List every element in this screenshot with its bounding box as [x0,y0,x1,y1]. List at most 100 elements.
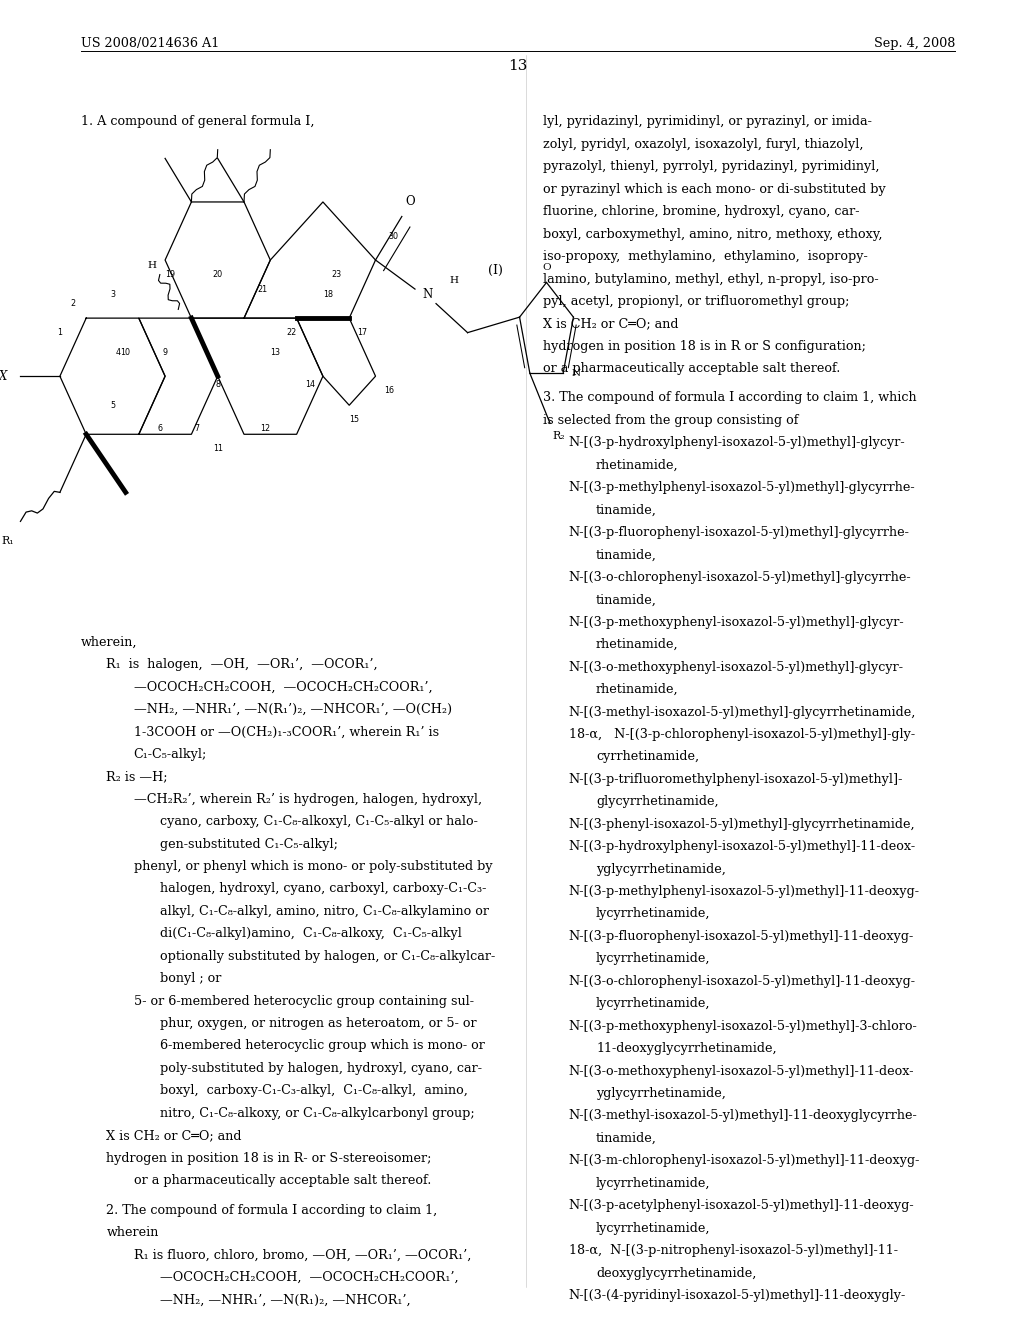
Text: phenyl, or phenyl which is mono- or poly-substituted by: phenyl, or phenyl which is mono- or poly… [134,861,493,873]
Text: 18: 18 [324,290,333,300]
Text: —CH₂R₂’, wherein R₂’ is hydrogen, halogen, hydroxyl,: —CH₂R₂’, wherein R₂’ is hydrogen, haloge… [134,792,482,805]
Text: or pyrazinyl which is each mono- or di-substituted by: or pyrazinyl which is each mono- or di-s… [544,182,886,195]
Text: 12: 12 [260,424,270,433]
Text: 13: 13 [509,59,527,74]
Text: R₁  is  halogen,  —OH,  —OR₁’,  —OCOR₁’,: R₁ is halogen, —OH, —OR₁’, —OCOR₁’, [106,659,378,671]
Text: fluorine, chlorine, bromine, hydroxyl, cyano, car-: fluorine, chlorine, bromine, hydroxyl, c… [544,205,860,218]
Text: N-[(3-methyl-isoxazol-5-yl)methyl]-glycyrrhetinamide,: N-[(3-methyl-isoxazol-5-yl)methyl]-glycy… [568,705,916,718]
Text: wherein,: wherein, [81,636,137,648]
Text: iso-propoxy,  methylamino,  ethylamino,  isopropy-: iso-propoxy, methylamino, ethylamino, is… [544,251,868,263]
Text: 6-membered heterocyclic group which is mono- or: 6-membered heterocyclic group which is m… [160,1040,485,1052]
Text: rhetinamide,: rhetinamide, [596,639,679,651]
Text: 5- or 6-membered heterocyclic group containing sul-: 5- or 6-membered heterocyclic group cont… [134,995,474,1007]
Text: 2. The compound of formula I according to claim 1,: 2. The compound of formula I according t… [106,1204,437,1217]
Text: 23: 23 [331,271,341,279]
Text: di(C₁-C₈-alkyl)amino,  C₁-C₈-alkoxy,  C₁-C₅-alkyl: di(C₁-C₈-alkyl)amino, C₁-C₈-alkoxy, C₁-C… [160,927,462,940]
Text: 2: 2 [71,300,76,308]
Text: N-[(3-p-methylphenyl-isoxazol-5-yl)methyl]-11-deoxyg-: N-[(3-p-methylphenyl-isoxazol-5-yl)methy… [568,884,920,898]
Text: 17: 17 [357,329,368,337]
Text: X is CH₂ or C═O; and: X is CH₂ or C═O; and [106,1130,242,1142]
Text: tinamide,: tinamide, [596,503,657,516]
Text: 18-α,   N-[(3-p-chlorophenyl-isoxazol-5-yl)methyl]-gly-: 18-α, N-[(3-p-chlorophenyl-isoxazol-5-yl… [568,729,914,741]
Text: glycyrrhetinamide,: glycyrrhetinamide, [596,795,719,808]
Text: lamino, butylamino, methyl, ethyl, n-propyl, iso-pro-: lamino, butylamino, methyl, ethyl, n-pro… [544,272,879,285]
Text: lyl, pyridazinyl, pyrimidinyl, or pyrazinyl, or imida-: lyl, pyridazinyl, pyrimidinyl, or pyrazi… [544,116,872,128]
Text: lycyrrhetinamide,: lycyrrhetinamide, [596,1222,711,1234]
Text: zolyl, pyridyl, oxazolyl, isoxazolyl, furyl, thiazolyl,: zolyl, pyridyl, oxazolyl, isoxazolyl, fu… [544,139,864,150]
Text: optionally substituted by halogen, or C₁-C₈-alkylcar-: optionally substituted by halogen, or C₁… [160,950,496,962]
Text: US 2008/0214636 A1: US 2008/0214636 A1 [81,37,219,49]
Text: R₂ is —H;: R₂ is —H; [106,771,168,783]
Text: N-[(3-methyl-isoxazol-5-yl)methyl]-11-deoxyglycyrrhe-: N-[(3-methyl-isoxazol-5-yl)methyl]-11-de… [568,1109,918,1122]
Text: 14: 14 [305,380,314,389]
Text: Sep. 4, 2008: Sep. 4, 2008 [873,37,955,49]
Text: —OCOCH₂CH₂COOH,  —OCOCH₂CH₂COOR₁’,: —OCOCH₂CH₂COOH, —OCOCH₂CH₂COOR₁’, [134,681,432,693]
Text: N-[(3-o-methoxyphenyl-isoxazol-5-yl)methyl]-11-deox-: N-[(3-o-methoxyphenyl-isoxazol-5-yl)meth… [568,1064,914,1077]
Text: is selected from the group consisting of: is selected from the group consisting of [544,414,799,426]
Text: 11-deoxyglycyrrhetinamide,: 11-deoxyglycyrrhetinamide, [596,1043,776,1055]
Text: R₁: R₁ [1,536,13,546]
Text: 5: 5 [110,401,115,409]
Text: N-[(3-p-hydroxylphenyl-isoxazol-5-yl)methyl]-glycyr-: N-[(3-p-hydroxylphenyl-isoxazol-5-yl)met… [568,436,905,449]
Text: O: O [542,263,551,272]
Text: 1. A compound of general formula I,: 1. A compound of general formula I, [81,116,314,128]
Text: R₂: R₂ [552,432,564,441]
Text: lycyrrhetinamide,: lycyrrhetinamide, [596,1177,711,1189]
Text: bonyl ; or: bonyl ; or [160,972,221,985]
Text: alkyl, C₁-C₈-alkyl, amino, nitro, C₁-C₈-alkylamino or: alkyl, C₁-C₈-alkyl, amino, nitro, C₁-C₈-… [160,906,489,917]
Text: 15: 15 [349,416,359,424]
Text: cyano, carboxy, C₁-C₈-alkoxyl, C₁-C₅-alkyl or halo-: cyano, carboxy, C₁-C₈-alkoxyl, C₁-C₅-alk… [160,814,478,828]
Text: H: H [450,276,458,285]
Text: 21: 21 [257,285,267,293]
Text: 1-3COOH or —O(CH₂)₁-₃COOR₁’, wherein R₁’ is: 1-3COOH or —O(CH₂)₁-₃COOR₁’, wherein R₁’… [134,726,439,738]
Text: yglycyrrhetinamide,: yglycyrrhetinamide, [596,1088,726,1100]
Text: tinamide,: tinamide, [596,1133,657,1144]
Text: N-[(3-o-methoxyphenyl-isoxazol-5-yl)methyl]-glycyr-: N-[(3-o-methoxyphenyl-isoxazol-5-yl)meth… [568,660,904,673]
Text: N-[(3-o-chlorophenyl-isoxazol-5-yl)methyl]-glycyrrhe-: N-[(3-o-chlorophenyl-isoxazol-5-yl)methy… [568,570,911,583]
Text: —OCOCH₂CH₂COOH,  —OCOCH₂CH₂COOR₁’,: —OCOCH₂CH₂COOH, —OCOCH₂CH₂COOR₁’, [160,1271,459,1284]
Text: X: X [0,370,7,383]
Text: pyrazolyl, thienyl, pyrrolyl, pyridazinyl, pyrimidinyl,: pyrazolyl, thienyl, pyrrolyl, pyridaziny… [544,161,880,173]
Text: O: O [404,195,415,209]
Text: pyl, acetyl, propionyl, or trifluoromethyl group;: pyl, acetyl, propionyl, or trifluorometh… [544,296,850,308]
Text: 19: 19 [165,271,175,279]
Text: 3: 3 [110,290,115,300]
Text: phur, oxygen, or nitrogen as heteroatom, or 5- or: phur, oxygen, or nitrogen as heteroatom,… [160,1016,476,1030]
Text: N: N [423,288,433,301]
Text: C₁-C₅-alkyl;: C₁-C₅-alkyl; [134,747,207,760]
Text: 1: 1 [57,329,62,337]
Text: cyrrhetinamide,: cyrrhetinamide, [596,750,699,763]
Text: wherein: wherein [106,1226,159,1239]
Text: 16: 16 [384,387,393,395]
Text: N-[(3-(4-pyridinyl-isoxazol-5-yl)methyl]-11-deoxygly-: N-[(3-(4-pyridinyl-isoxazol-5-yl)methyl]… [568,1288,906,1302]
Text: N-[(3-o-chlorophenyl-isoxazol-5-yl)methyl]-11-deoxyg-: N-[(3-o-chlorophenyl-isoxazol-5-yl)methy… [568,974,915,987]
Text: rhetinamide,: rhetinamide, [596,684,679,696]
Text: 9: 9 [163,348,168,358]
Text: 22: 22 [287,329,297,337]
Text: 20: 20 [213,271,223,279]
Text: hydrogen in position 18 is in R- or S-stereoisomer;: hydrogen in position 18 is in R- or S-st… [106,1151,432,1164]
Text: H: H [147,261,157,271]
Text: lycyrrhetinamide,: lycyrrhetinamide, [596,908,711,920]
Text: yglycyrrhetinamide,: yglycyrrhetinamide, [596,863,726,875]
Text: gen-substituted C₁-C₅-alkyl;: gen-substituted C₁-C₅-alkyl; [160,838,338,850]
Text: nitro, C₁-C₈-alkoxy, or C₁-C₈-alkylcarbonyl group;: nitro, C₁-C₈-alkoxy, or C₁-C₈-alkylcarbo… [160,1106,475,1119]
Text: poly-substituted by halogen, hydroxyl, cyano, car-: poly-substituted by halogen, hydroxyl, c… [160,1061,482,1074]
Text: lycyrrhetinamide,: lycyrrhetinamide, [596,953,711,965]
Text: N-[(3-p-acetylphenyl-isoxazol-5-yl)methyl]-11-deoxyg-: N-[(3-p-acetylphenyl-isoxazol-5-yl)methy… [568,1199,914,1212]
Text: N-[(3-phenyl-isoxazol-5-yl)methyl]-glycyrrhetinamide,: N-[(3-phenyl-isoxazol-5-yl)methyl]-glycy… [568,817,915,830]
Text: 13: 13 [270,348,281,358]
Text: tinamide,: tinamide, [596,594,657,606]
Text: N-[(3-p-methoxyphenyl-isoxazol-5-yl)methyl]-3-chloro-: N-[(3-p-methoxyphenyl-isoxazol-5-yl)meth… [568,1019,918,1032]
Text: 3. The compound of formula I according to claim 1, which: 3. The compound of formula I according t… [544,391,918,404]
Text: or a pharmaceutically acceptable salt thereof.: or a pharmaceutically acceptable salt th… [134,1175,431,1187]
Text: —NH₂, —NHR₁’, —N(R₁’)₂, —NHCOR₁’, —O(CH₂): —NH₂, —NHR₁’, —N(R₁’)₂, —NHCOR₁’, —O(CH₂… [134,702,452,715]
Text: deoxyglycyrrhetinamide,: deoxyglycyrrhetinamide, [596,1267,757,1279]
Text: rhetinamide,: rhetinamide, [596,459,679,471]
Text: 7: 7 [195,424,200,433]
Text: N-[(3-p-trifluoromethylphenyl-isoxazol-5-yl)methyl]-: N-[(3-p-trifluoromethylphenyl-isoxazol-5… [568,774,903,785]
Text: or a pharmaceutically acceptable salt thereof.: or a pharmaceutically acceptable salt th… [544,362,841,375]
Text: lycyrrhetinamide,: lycyrrhetinamide, [596,998,711,1010]
Text: N-[(3-p-hydroxylphenyl-isoxazol-5-yl)methyl]-11-deox-: N-[(3-p-hydroxylphenyl-isoxazol-5-yl)met… [568,841,915,853]
Text: 10: 10 [121,348,131,358]
